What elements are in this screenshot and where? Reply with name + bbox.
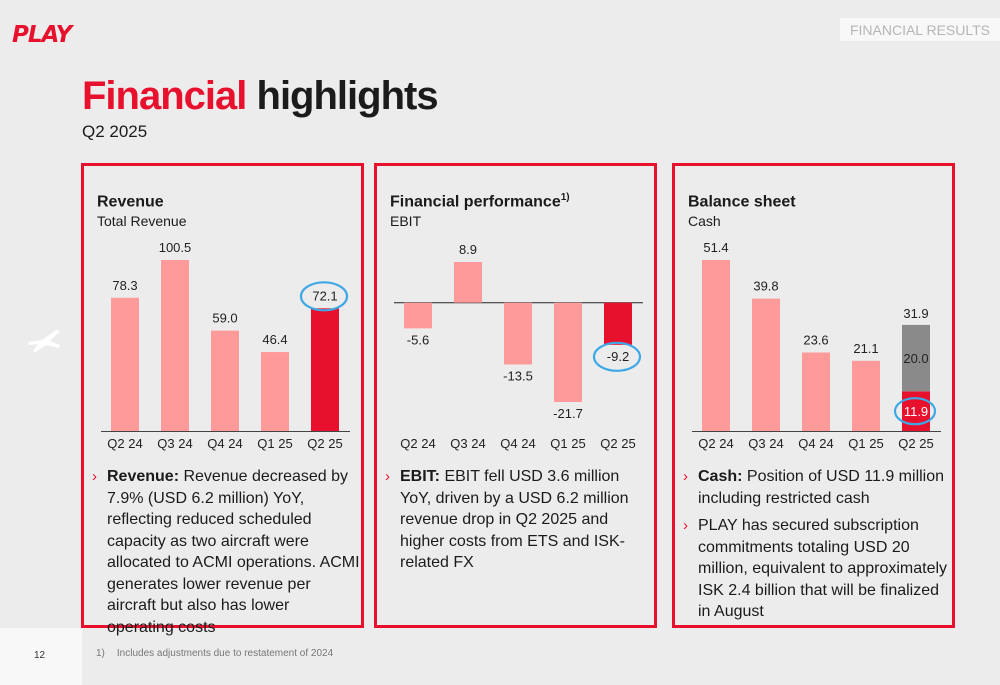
panel-subtitle: EBIT	[390, 213, 422, 229]
highlight-circle	[299, 281, 349, 312]
tick-label: Q1 25	[257, 436, 292, 451]
data-label: 59.0	[212, 311, 237, 326]
tick-label: Q3 24	[157, 436, 192, 451]
bar	[454, 262, 482, 303]
chevron-right-icon: ›	[683, 468, 688, 485]
panel-title: Balance sheet	[688, 193, 796, 211]
tick-label: Q4 24	[798, 436, 833, 451]
data-label: -9.2	[607, 349, 629, 364]
revenue-panel: Revenue Total Revenue 78.3 Q2 24 100.5 Q3 2…	[81, 163, 364, 636]
data-label: -13.5	[503, 368, 533, 383]
panel-title: Financial performance1)	[390, 192, 570, 211]
tick-label: Q2 24	[698, 436, 733, 451]
tick-label: Q2 24	[107, 436, 142, 451]
data-label: 11.9	[904, 404, 928, 419]
data-label: 78.3	[112, 278, 137, 293]
tick-label: Q2 25	[307, 436, 342, 451]
bullet-label: EBIT:	[400, 468, 440, 485]
data-label: 100.5	[159, 240, 192, 255]
balance-sheet-panel: Balance sheet Cash 51.4 Q2 24 39.8 Q3 24 23.…	[672, 163, 955, 628]
bullet-item: › EBIT: EBIT fell USD 3.6 million YoY, dr…	[385, 466, 653, 574]
tick-label: Q4 24	[500, 436, 535, 451]
bar	[311, 308, 339, 431]
highlight-circle	[893, 397, 937, 426]
data-label: 31.9	[903, 306, 928, 321]
highlight-circle	[592, 341, 642, 372]
bullet-list: › EBIT: EBIT fell USD 3.6 million YoY, dr…	[385, 466, 653, 580]
page-title: Financial highlights	[82, 74, 439, 119]
tick-label: Q2 24	[400, 436, 435, 451]
data-label: 46.4	[262, 332, 287, 347]
bullet-list: › Revenue: Revenue decreased by 7.9% (USD…	[92, 466, 360, 644]
page-number: 12	[34, 650, 46, 661]
data-label: 23.6	[803, 332, 828, 347]
tick-label: Q3 24	[748, 436, 783, 451]
tick-label: Q3 24	[450, 436, 485, 451]
data-label: 51.4	[703, 240, 728, 255]
panel-subtitle: Cash	[688, 213, 721, 229]
ebit-chart: -5.6 Q2 24 8.9 Q3 24 -13.5 Q4 24 -21.7 Q1 25 -9.…	[394, 242, 643, 451]
page-subtitle: Q2 2025	[82, 122, 148, 141]
bar	[802, 352, 830, 431]
tick-label: Q2 25	[898, 436, 933, 451]
bar	[211, 330, 239, 431]
bullet-text: PLAY has secured subscription commitment…	[698, 517, 948, 620]
footnote: 1) Includes adjustments due to restatemen…	[96, 648, 334, 659]
cash-chart: 51.4 Q2 24 39.8 Q3 24 23.6 Q4 24 21.1 Q1 25 31.9…	[692, 240, 941, 451]
data-label: 8.9	[459, 242, 477, 257]
panel-subtitle: Total Revenue	[97, 213, 187, 229]
tick-label: Q1 25	[848, 436, 883, 451]
bullet-list: › Cash: Position of USD 11.9 million incl…	[683, 466, 951, 629]
tick-label: Q4 24	[207, 436, 242, 451]
footer-bar	[0, 628, 82, 685]
play-logo: PLAY	[12, 22, 72, 48]
bar	[161, 260, 189, 431]
chevron-right-icon: ›	[683, 517, 688, 534]
bullet-label: Cash:	[698, 468, 743, 485]
bullet-text: Revenue decreased by 7.9% (USD 6.2 milli…	[107, 468, 360, 636]
financial-performance-panel: Financial performance1) EBIT -5.6 Q2 24 8.…	[374, 163, 657, 628]
plane-icon	[28, 330, 60, 352]
panel-title: Revenue	[97, 193, 164, 211]
bar	[604, 302, 632, 345]
bar	[852, 360, 880, 431]
tick-label: Q1 25	[550, 436, 585, 451]
data-label: 39.8	[753, 279, 778, 294]
bar	[261, 352, 289, 431]
data-label: 21.1	[853, 341, 878, 356]
bar	[554, 302, 582, 402]
title-highlight: Financial	[82, 74, 247, 118]
data-label: -21.7	[553, 406, 583, 421]
bullet-text: Position of USD 11.9 million including r…	[698, 468, 945, 507]
bullet-text: EBIT fell USD 3.6 million YoY, driven by…	[400, 468, 629, 571]
chevron-right-icon: ›	[385, 468, 390, 485]
bar	[111, 297, 139, 431]
section-tag: FINANCIAL RESULTS	[839, 18, 1000, 41]
bar-segment	[902, 324, 930, 392]
data-label: 72.1	[312, 288, 337, 303]
chevron-right-icon: ›	[92, 468, 97, 485]
bar	[404, 302, 432, 329]
data-label: 20.0	[903, 351, 928, 366]
title-rest: highlights	[246, 74, 439, 118]
bullet-label: Revenue:	[107, 468, 180, 485]
bar	[752, 298, 780, 431]
bar	[504, 302, 532, 365]
bullet-item: › Revenue: Revenue decreased by 7.9% (USD…	[92, 466, 360, 638]
bullet-item: › Cash: Position of USD 11.9 million incl…	[683, 466, 951, 509]
revenue-chart: 78.3 Q2 24 100.5 Q3 24 59.0 Q4 24 46.4 Q1 25 72.…	[101, 240, 350, 451]
bullet-item: › PLAY has secured subscription commitmen…	[683, 515, 951, 623]
tick-label: Q2 25	[600, 436, 635, 451]
bar	[702, 260, 730, 431]
data-label: -5.6	[407, 332, 429, 347]
